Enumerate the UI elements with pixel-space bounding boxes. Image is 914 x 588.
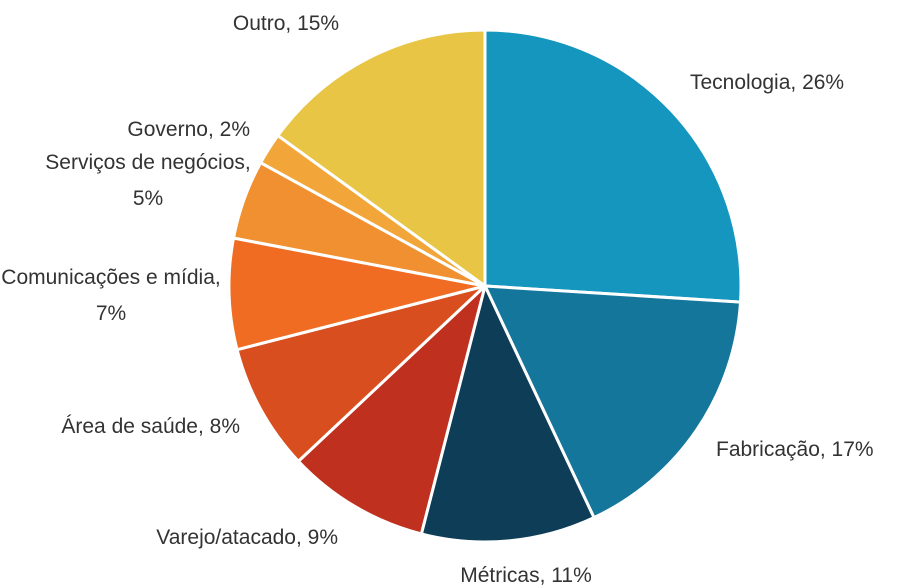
slice-label: Fabricação, 17% (716, 438, 874, 461)
pie-slice (419, 284, 596, 544)
slice-label: Comunicações e mídia, 7% (1, 266, 221, 325)
pie-slice (235, 284, 487, 463)
pie-slice (296, 284, 487, 536)
pie-slice (276, 28, 487, 288)
slice-label: Governo, 2% (127, 118, 250, 141)
slice-label: Outro, 15% (232, 12, 340, 35)
pie-slice (483, 28, 743, 304)
slice-label: Área de saúde, 8% (61, 415, 240, 438)
slice-label: Varejo/atacado, 9% (156, 526, 338, 549)
pie-slice (227, 236, 487, 352)
slice-label: Tecnologia, 26% (690, 71, 845, 94)
slice-label: Serviços de negócios, 5% (45, 151, 251, 210)
slice-label: Métricas, 11% (460, 564, 592, 587)
pie-slice (483, 284, 742, 520)
